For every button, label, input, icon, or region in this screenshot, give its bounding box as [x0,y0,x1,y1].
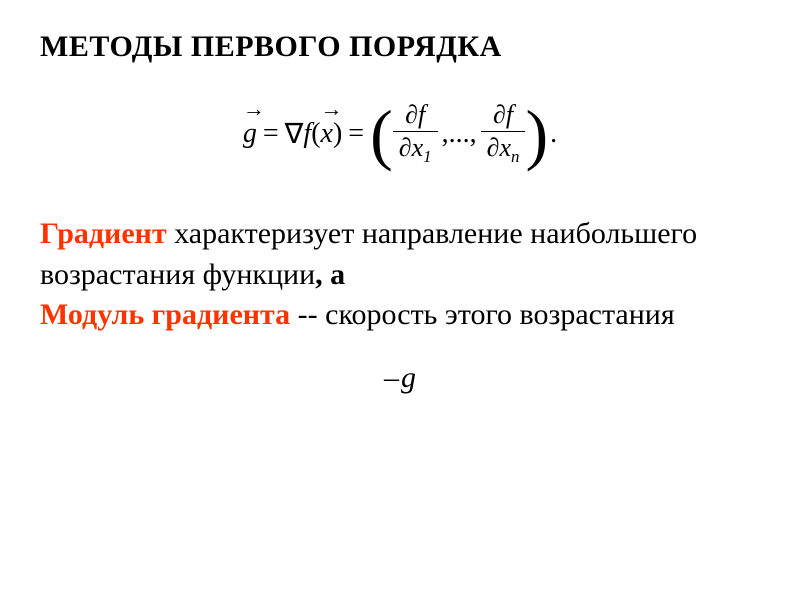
f-num-1: f [418,100,425,129]
gradient-term: Градиент [40,217,167,250]
partial-frac-1: ∂f ∂x1 [393,101,438,167]
modulus-term: Модуль градиента [40,298,290,331]
f-num-n: f [506,100,513,129]
x-den-1: x [412,133,424,162]
dash: -- [290,298,325,331]
eq-period: . [550,118,557,150]
sub-n: n [511,148,519,167]
vector-x: x [321,118,333,150]
big-rparen: ) [525,107,548,161]
partial-nn: ∂ [493,100,506,129]
minus-sign: – [384,361,399,394]
partial-1d: ∂ [399,133,412,162]
partial-nd: ∂ [487,133,500,162]
big-lparen: ( [370,107,393,161]
g-footer: g [401,361,416,394]
dots: ,..., [442,118,477,150]
partial-frac-n: ∂f ∂xn [481,101,526,167]
equals-sign-2: = [348,118,364,150]
tuple-content: ∂f ∂x1 ,..., ∂f ∂xn [393,101,526,167]
minus-g-expr: –g [40,361,760,395]
partial-1n: ∂ [405,100,418,129]
page-title: МЕТОДЫ ПЕРВОГО ПОРЯДКА [40,30,760,64]
comma-a: , а [315,258,345,291]
nabla-symbol: ∇ [285,117,304,151]
rparen: ) [333,118,342,150]
sub-1: 1 [423,148,431,167]
gradient-tuple: ( ∂f ∂x1 ,..., ∂f ∂xn ) [370,101,548,167]
line2-rest: скорость этого возрастания [325,298,675,331]
equals-sign: = [263,118,279,150]
lparen: ( [311,118,320,150]
vector-g: g [243,118,257,150]
gradient-equation: g = ∇ f ( x ) = ( ∂f ∂x1 ,..., ∂f ∂xn [40,94,760,174]
x-den-n: x [499,133,511,162]
f-var: f [303,118,311,150]
description-text: Градиент характеризует направление наибо… [40,214,760,336]
